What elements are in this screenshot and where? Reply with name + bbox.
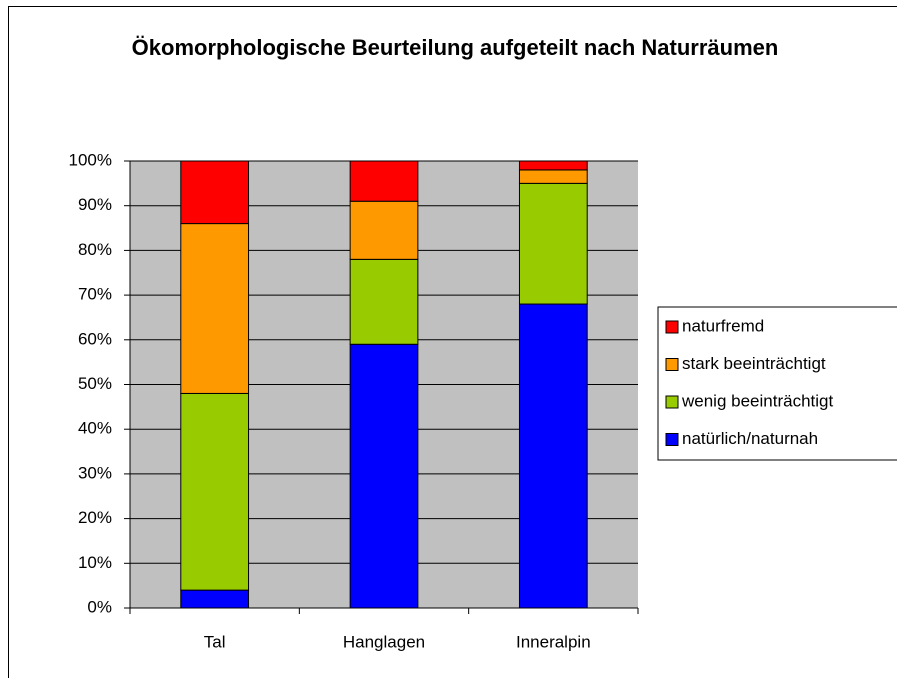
y-tick-label: 90% (78, 195, 112, 214)
x-tick-label: Tal (204, 632, 226, 651)
y-tick-label: 10% (78, 553, 112, 572)
legend-swatch (665, 395, 679, 409)
y-tick-label: 0% (87, 597, 112, 616)
bar-segment (518, 160, 588, 171)
bar-segment (518, 169, 588, 184)
legend-label: wenig beeinträchtigt (681, 391, 833, 410)
legend-box (657, 306, 897, 461)
bar-segment (518, 182, 588, 305)
bar-segment (349, 343, 419, 609)
y-tick-label: 50% (78, 374, 112, 393)
bar-segment (180, 392, 250, 591)
y-tick-label: 40% (78, 419, 112, 438)
legend-label: natürlich/naturnah (682, 429, 818, 448)
x-tick-label: Inneralpin (516, 632, 591, 651)
y-tick-label: 80% (78, 240, 112, 259)
bar-segment (518, 303, 588, 609)
legend-swatch (665, 433, 679, 446)
bar-segment (349, 160, 419, 202)
legend-swatch (665, 320, 679, 334)
bar-segment (180, 160, 250, 225)
legend-label: stark beeinträchtigt (682, 354, 826, 373)
y-tick-label: 70% (78, 285, 112, 304)
y-tick-label: 100% (69, 150, 112, 169)
y-tick-label: 60% (78, 329, 112, 348)
bar-segment (349, 200, 419, 260)
y-tick-label: 20% (78, 508, 112, 527)
chart-title: Ökomorphologische Beurteilung aufgeteilt… (131, 35, 779, 60)
bar-segment (349, 258, 419, 345)
legend-label: naturfremd (682, 316, 764, 335)
bar-segment (180, 223, 250, 394)
x-tick-label: Hanglagen (343, 632, 425, 651)
bar-segment (180, 589, 250, 609)
legend-swatch (665, 358, 679, 371)
y-tick-label: 30% (78, 463, 112, 482)
